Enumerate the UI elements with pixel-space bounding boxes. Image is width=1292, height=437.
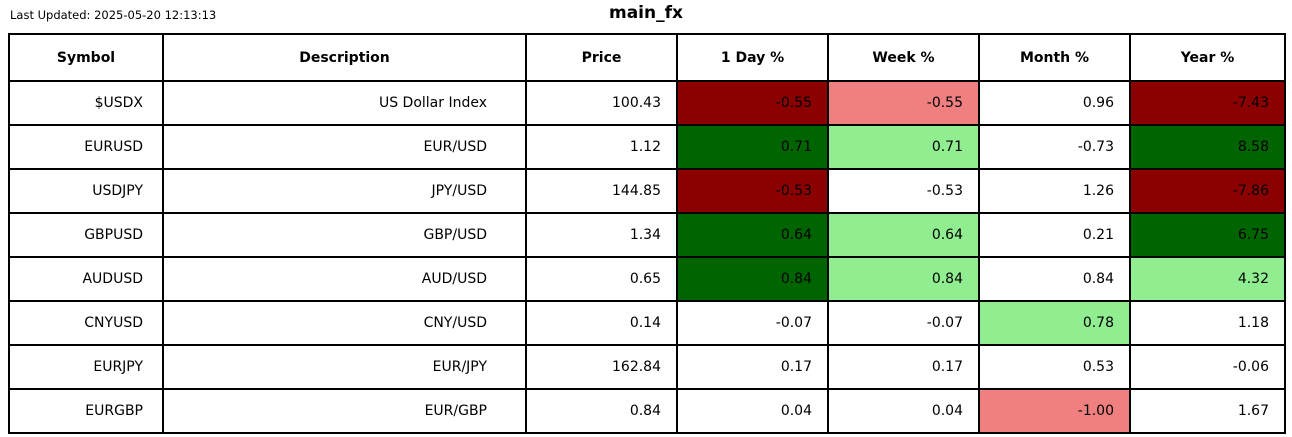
- day-pct-cell: -0.53: [676, 168, 829, 214]
- table-header-row: Symbol Description Price 1 Day % Week % …: [8, 33, 1286, 82]
- week-pct-cell: -0.55: [827, 80, 980, 126]
- table-row: CNYUSD CNY/USD 0.14 -0.07 -0.07 0.78 1.18: [8, 300, 1286, 346]
- price-cell: 0.65: [525, 256, 678, 302]
- description-cell: EUR/USD: [162, 124, 527, 170]
- price-cell: 1.12: [525, 124, 678, 170]
- month-pct-cell: 0.84: [978, 256, 1131, 302]
- month-pct-cell: 1.26: [978, 168, 1131, 214]
- table-row: AUDUSD AUD/USD 0.65 0.84 0.84 0.84 4.32: [8, 256, 1286, 302]
- table-row: EURUSD EUR/USD 1.12 0.71 0.71 -0.73 8.58: [8, 124, 1286, 170]
- month-pct-cell: 0.21: [978, 212, 1131, 258]
- column-header-symbol: Symbol: [8, 33, 164, 82]
- day-pct-cell: 0.17: [676, 344, 829, 390]
- column-header-price: Price: [525, 33, 678, 82]
- column-header-month-pct: Month %: [978, 33, 1131, 82]
- price-cell: 144.85: [525, 168, 678, 214]
- symbol-cell: CNYUSD: [8, 300, 164, 346]
- symbol-cell: EURJPY: [8, 344, 164, 390]
- symbol-cell: EURUSD: [8, 124, 164, 170]
- description-cell: US Dollar Index: [162, 80, 527, 126]
- week-pct-cell: 0.04: [827, 388, 980, 434]
- price-cell: 100.43: [525, 80, 678, 126]
- price-cell: 0.84: [525, 388, 678, 434]
- day-pct-cell: 0.84: [676, 256, 829, 302]
- week-pct-cell: 0.64: [827, 212, 980, 258]
- table-row: USDJPY JPY/USD 144.85 -0.53 -0.53 1.26 -7.86: [8, 168, 1286, 214]
- symbol-cell: AUDUSD: [8, 256, 164, 302]
- fx-table: Symbol Description Price 1 Day % Week % …: [8, 33, 1286, 434]
- description-cell: EUR/JPY: [162, 344, 527, 390]
- year-pct-cell: -0.06: [1129, 344, 1286, 390]
- week-pct-cell: 0.71: [827, 124, 980, 170]
- week-pct-cell: -0.07: [827, 300, 980, 346]
- fx-table-body: $USDX US Dollar Index 100.43 -0.55 -0.55 0.96…: [8, 80, 1286, 434]
- day-pct-cell: -0.55: [676, 80, 829, 126]
- month-pct-cell: 0.53: [978, 344, 1131, 390]
- column-header-week-pct: Week %: [827, 33, 980, 82]
- year-pct-cell: 1.18: [1129, 300, 1286, 346]
- table-row: EURJPY EUR/JPY 162.84 0.17 0.17 0.53 -0.06: [8, 344, 1286, 390]
- table-row: GBPUSD GBP/USD 1.34 0.64 0.64 0.21 6.75: [8, 212, 1286, 258]
- description-cell: CNY/USD: [162, 300, 527, 346]
- year-pct-cell: -7.86: [1129, 168, 1286, 214]
- year-pct-cell: -7.43: [1129, 80, 1286, 126]
- column-header-year-pct: Year %: [1129, 33, 1286, 82]
- day-pct-cell: -0.07: [676, 300, 829, 346]
- year-pct-cell: 4.32: [1129, 256, 1286, 302]
- page-title: main_fx: [609, 3, 683, 23]
- year-pct-cell: 1.67: [1129, 388, 1286, 434]
- price-cell: 162.84: [525, 344, 678, 390]
- last-updated-timestamp: Last Updated: 2025-05-20 12:13:13: [10, 8, 217, 22]
- price-cell: 0.14: [525, 300, 678, 346]
- symbol-cell: EURGBP: [8, 388, 164, 434]
- column-header-day-pct: 1 Day %: [676, 33, 829, 82]
- symbol-cell: $USDX: [8, 80, 164, 126]
- description-cell: AUD/USD: [162, 256, 527, 302]
- day-pct-cell: 0.64: [676, 212, 829, 258]
- description-cell: EUR/GBP: [162, 388, 527, 434]
- year-pct-cell: 6.75: [1129, 212, 1286, 258]
- symbol-cell: GBPUSD: [8, 212, 164, 258]
- symbol-cell: USDJPY: [8, 168, 164, 214]
- price-cell: 1.34: [525, 212, 678, 258]
- top-bar: Last Updated: 2025-05-20 12:13:13 main_f…: [0, 0, 1292, 33]
- month-pct-cell: -0.73: [978, 124, 1131, 170]
- description-cell: GBP/USD: [162, 212, 527, 258]
- day-pct-cell: 0.71: [676, 124, 829, 170]
- table-row: EURGBP EUR/GBP 0.84 0.04 0.04 -1.00 1.67: [8, 388, 1286, 434]
- week-pct-cell: -0.53: [827, 168, 980, 214]
- day-pct-cell: 0.04: [676, 388, 829, 434]
- month-pct-cell: 0.96: [978, 80, 1131, 126]
- week-pct-cell: 0.84: [827, 256, 980, 302]
- month-pct-cell: 0.78: [978, 300, 1131, 346]
- table-row: $USDX US Dollar Index 100.43 -0.55 -0.55 0.96…: [8, 80, 1286, 126]
- column-header-description: Description: [162, 33, 527, 82]
- week-pct-cell: 0.17: [827, 344, 980, 390]
- month-pct-cell: -1.00: [978, 388, 1131, 434]
- year-pct-cell: 8.58: [1129, 124, 1286, 170]
- description-cell: JPY/USD: [162, 168, 527, 214]
